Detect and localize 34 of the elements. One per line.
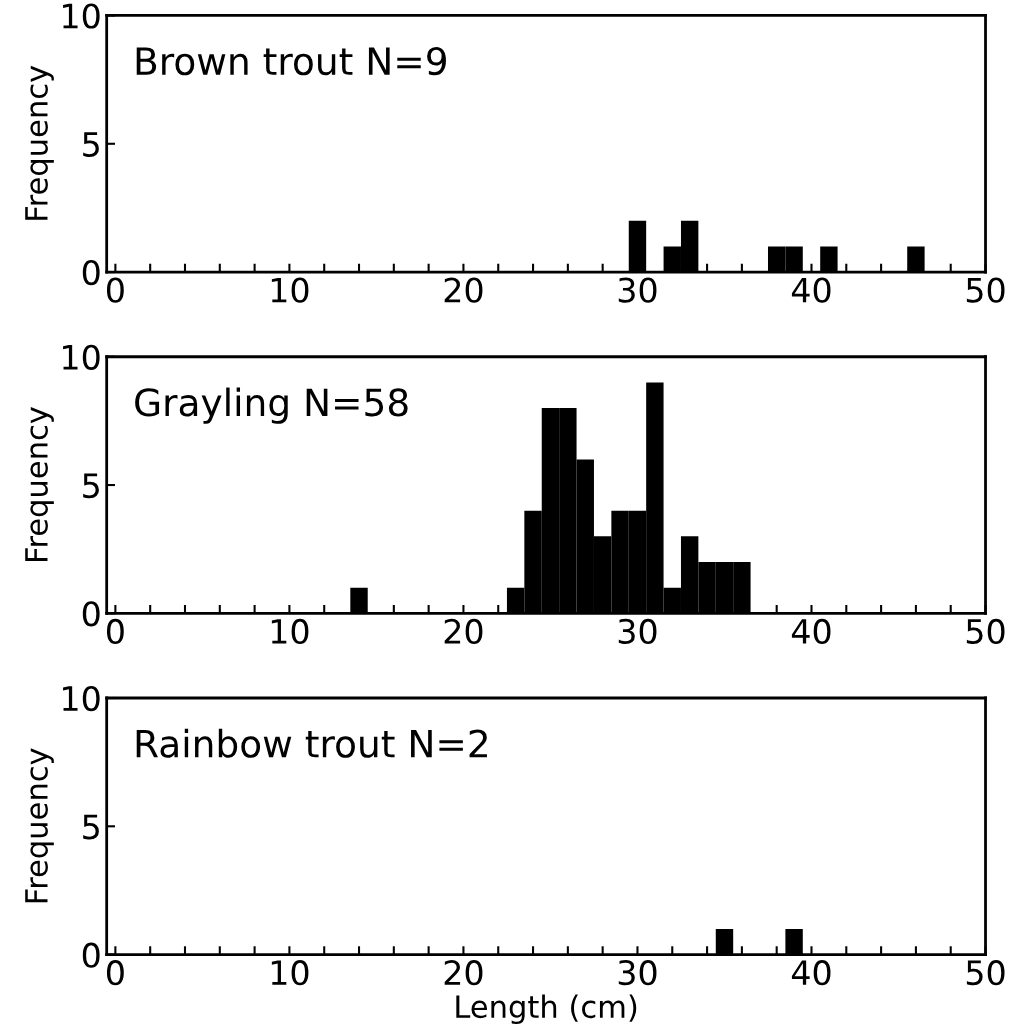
y-tick-label: 5	[83, 814, 99, 840]
text: Rainbow trout N=2	[136, 728, 487, 758]
y-tick-label: 5	[83, 132, 99, 157]
x-tick-label: 10	[271, 960, 309, 986]
y-tick-label: 0	[82, 259, 100, 286]
y-tick-label: 10	[63, 685, 100, 712]
x-tick-label: 30	[618, 960, 657, 986]
x-tick-label: 0	[106, 277, 124, 303]
x-tick-label: 50	[966, 618, 1005, 644]
x-tick-label: 20	[444, 618, 483, 644]
x-tick-label: 20	[444, 960, 483, 986]
x-tick-label: 50	[966, 960, 1005, 986]
text: Grayling N=58	[135, 387, 408, 424]
x-tick-label: 30	[618, 618, 657, 644]
text: Brown trout N=9	[136, 46, 446, 76]
y-tick-label: 10	[63, 3, 100, 29]
x-tick-label: 10	[271, 277, 309, 303]
x-tick-label: 20	[444, 277, 483, 303]
x-tick-label: 30	[618, 277, 657, 303]
x-tick-label: 0	[106, 960, 124, 986]
x-tick-label: 50	[966, 277, 1005, 303]
x-tick-label: 40	[791, 277, 831, 303]
x-axis-title: Length (cm)	[456, 994, 637, 1025]
x-tick-label: 10	[271, 618, 309, 644]
x-tick-label: 0	[106, 618, 124, 644]
y-tick-label: 10	[63, 344, 100, 370]
y-axis-title: Frequency	[25, 65, 54, 220]
y-tick-label: 5	[83, 473, 99, 499]
y-tick-label: 0	[82, 942, 100, 968]
y-tick-label: 0	[82, 601, 100, 627]
y-axis-title: Frequency	[25, 748, 54, 903]
x-tick-label: 40	[791, 960, 831, 986]
x-tick-label: 40	[791, 618, 831, 644]
y-axis-title: Frequency	[25, 407, 54, 561]
